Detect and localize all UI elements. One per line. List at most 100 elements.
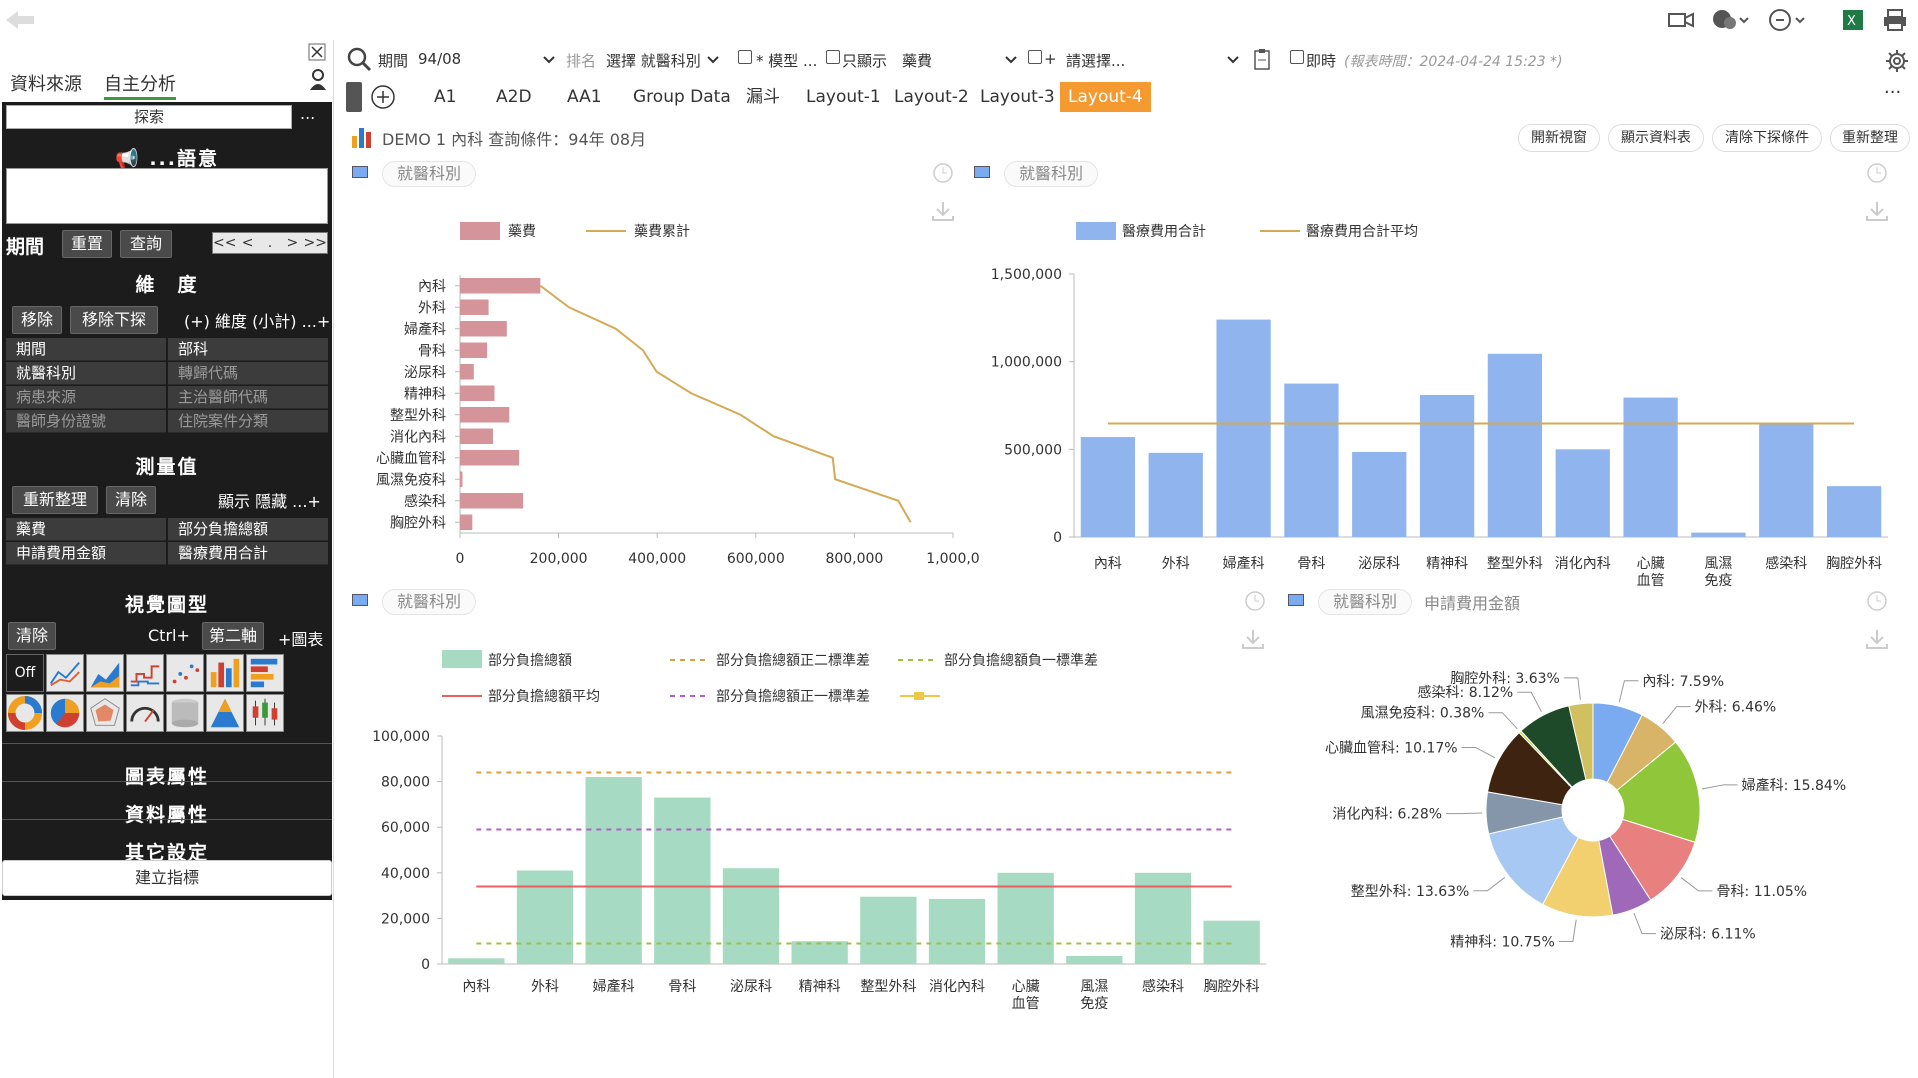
download-icon[interactable] [1864, 628, 1890, 650]
chat-icon[interactable] [1710, 8, 1750, 32]
show-table-button[interactable]: 顯示資料表 [1608, 124, 1704, 152]
dim-cell[interactable]: 醫師身份證號 [6, 410, 166, 433]
explore-button[interactable]: 探索 [6, 105, 292, 129]
area-chart-icon[interactable] [86, 654, 124, 692]
dim-add-button[interactable]: (+) 維度 (小計) ...+ [184, 312, 331, 331]
instant-checkbox[interactable] [1290, 50, 1304, 64]
chart-properties-button[interactable]: 圖表屬性 [124, 766, 209, 788]
period-reset-button[interactable]: 重置 [62, 230, 112, 258]
scatter-chart-icon[interactable] [166, 654, 204, 692]
page-title: DEMO 1 內科 查詢條件：94年 08月 [382, 130, 647, 149]
measure-cell[interactable]: 藥費 [6, 518, 166, 541]
download-icon[interactable] [1240, 628, 1266, 650]
measure-clear-button[interactable]: 清除 [106, 486, 156, 514]
nav-first-button[interactable]: << [213, 235, 237, 251]
video-icon[interactable] [1668, 10, 1694, 30]
gear-icon[interactable] [1884, 48, 1910, 74]
nav-next-button[interactable]: > [286, 235, 299, 251]
refresh-button[interactable]: 重新整理 [1830, 124, 1910, 152]
hbar-chart-icon[interactable] [246, 654, 284, 692]
dim-cell[interactable]: 病患來源 [6, 386, 166, 409]
chart-off-button[interactable]: Off [6, 654, 44, 692]
sidebar-tab-source[interactable]: 資料來源 [10, 74, 82, 95]
semantic-textarea[interactable] [6, 168, 328, 224]
second-axis-button[interactable]: 第二軸 [202, 622, 264, 650]
new-window-button[interactable]: 開新視窗 [1518, 124, 1600, 152]
tab-funnel[interactable]: 漏斗 [746, 87, 780, 107]
gauge-chart-icon[interactable] [126, 694, 164, 732]
donut-chart-icon[interactable] [6, 694, 44, 732]
clipboard-icon[interactable] [1254, 48, 1270, 70]
dim-cell[interactable]: 主治醫師代碼 [168, 386, 328, 409]
chevron-down-icon[interactable] [1004, 54, 1018, 66]
dim-remove-button[interactable]: 移除 [12, 306, 62, 334]
download-icon[interactable] [930, 200, 956, 222]
tab-layout-4[interactable]: Layout-4 [1060, 82, 1151, 112]
tab-a1[interactable]: A1 [434, 87, 457, 107]
candlestick-chart-icon[interactable] [246, 694, 284, 732]
line-chart-icon[interactable] [46, 654, 84, 692]
tab-layout-2[interactable]: Layout-2 [894, 87, 969, 107]
dim-cell[interactable]: 住院案件分類 [168, 410, 328, 433]
tab-layout-3[interactable]: Layout-3 [980, 87, 1055, 107]
dim-cell[interactable]: 就醫科別 [6, 362, 166, 385]
dim-remove-drill-button[interactable]: 移除下探 [70, 306, 158, 334]
excel-icon[interactable]: X [1842, 9, 1864, 31]
create-index-button[interactable]: 建立指標 [2, 860, 332, 896]
clear-drill-button[interactable]: 清除下探條件 [1712, 124, 1822, 152]
search-icon[interactable] [346, 46, 372, 72]
dim-cell[interactable]: 轉歸代碼 [168, 362, 328, 385]
measure-cell[interactable]: 部分負擔總額 [168, 518, 328, 541]
measure-cell[interactable]: 申請費用金額 [6, 542, 166, 565]
clock-icon[interactable] [1866, 162, 1888, 184]
sort-select[interactable]: 選擇 就醫科別 [606, 52, 701, 70]
other-settings-button[interactable]: 其它設定 [124, 842, 209, 864]
chevron-down-icon[interactable] [542, 54, 556, 66]
measure-show-hide[interactable]: 顯示 隱藏 ...+ [218, 492, 321, 511]
tab-group-data[interactable]: Group Data [633, 87, 731, 107]
clock-icon[interactable] [1244, 590, 1266, 612]
add-chart-button[interactable]: +圖表 [278, 630, 324, 649]
dim-cell[interactable]: 部科 [168, 338, 328, 361]
download-icon[interactable] [1864, 200, 1890, 222]
period-field-value[interactable]: 94/08 [418, 50, 462, 68]
chevron-down-icon[interactable] [1226, 54, 1240, 66]
close-icon[interactable] [308, 43, 326, 61]
only-show-checkbox[interactable] [826, 50, 840, 64]
tab-layout-1[interactable]: Layout-1 [806, 87, 881, 107]
pie-chart-icon[interactable] [46, 694, 84, 732]
period-query-button[interactable]: 查詢 [120, 230, 172, 258]
cylinder-chart-icon[interactable] [166, 694, 204, 732]
model-checkbox[interactable] [738, 50, 752, 64]
add-tab-icon[interactable] [370, 84, 396, 110]
measure-refresh-button[interactable]: 重新整理 [12, 486, 98, 514]
clock-icon[interactable] [1768, 8, 1808, 32]
tab-aa1[interactable]: AA1 [567, 87, 602, 107]
plus-checkbox[interactable] [1028, 50, 1042, 64]
nav-last-button[interactable]: >> [303, 235, 328, 251]
step-chart-icon[interactable] [126, 654, 164, 692]
clock-icon[interactable] [932, 162, 954, 184]
tabs-more-button[interactable]: ··· [1884, 82, 1902, 103]
measure-cell[interactable]: 醫療費用合計 [168, 542, 328, 565]
only-show-select[interactable]: 藥費 [902, 52, 933, 70]
tab-a2d[interactable]: A2D [496, 87, 532, 107]
bar-chart-icon[interactable] [206, 654, 244, 692]
user-icon[interactable] [308, 68, 328, 92]
explore-more-button[interactable]: ... [300, 104, 316, 123]
filter-select[interactable]: 請選擇... [1066, 52, 1126, 70]
radar-chart-icon[interactable] [86, 694, 124, 732]
chevron-down-icon[interactable] [706, 54, 720, 66]
nav-prev-button[interactable]: < [241, 235, 254, 251]
drag-handle-icon[interactable] [346, 82, 362, 112]
visual-clear-button[interactable]: 清除 [8, 622, 56, 650]
ctrl-toggle[interactable]: Ctrl+ [148, 626, 190, 645]
pyramid-chart-icon[interactable] [206, 694, 244, 732]
sidebar-tab-analysis[interactable]: 自主分析 [104, 70, 176, 100]
dim-cell[interactable]: 期間 [6, 338, 166, 361]
back-arrow-icon[interactable] [4, 8, 36, 32]
data-properties-button[interactable]: 資料屬性 [124, 804, 209, 826]
nav-current-button[interactable]: . [267, 235, 273, 251]
clock-icon[interactable] [1866, 590, 1888, 612]
printer-icon[interactable] [1882, 8, 1908, 32]
